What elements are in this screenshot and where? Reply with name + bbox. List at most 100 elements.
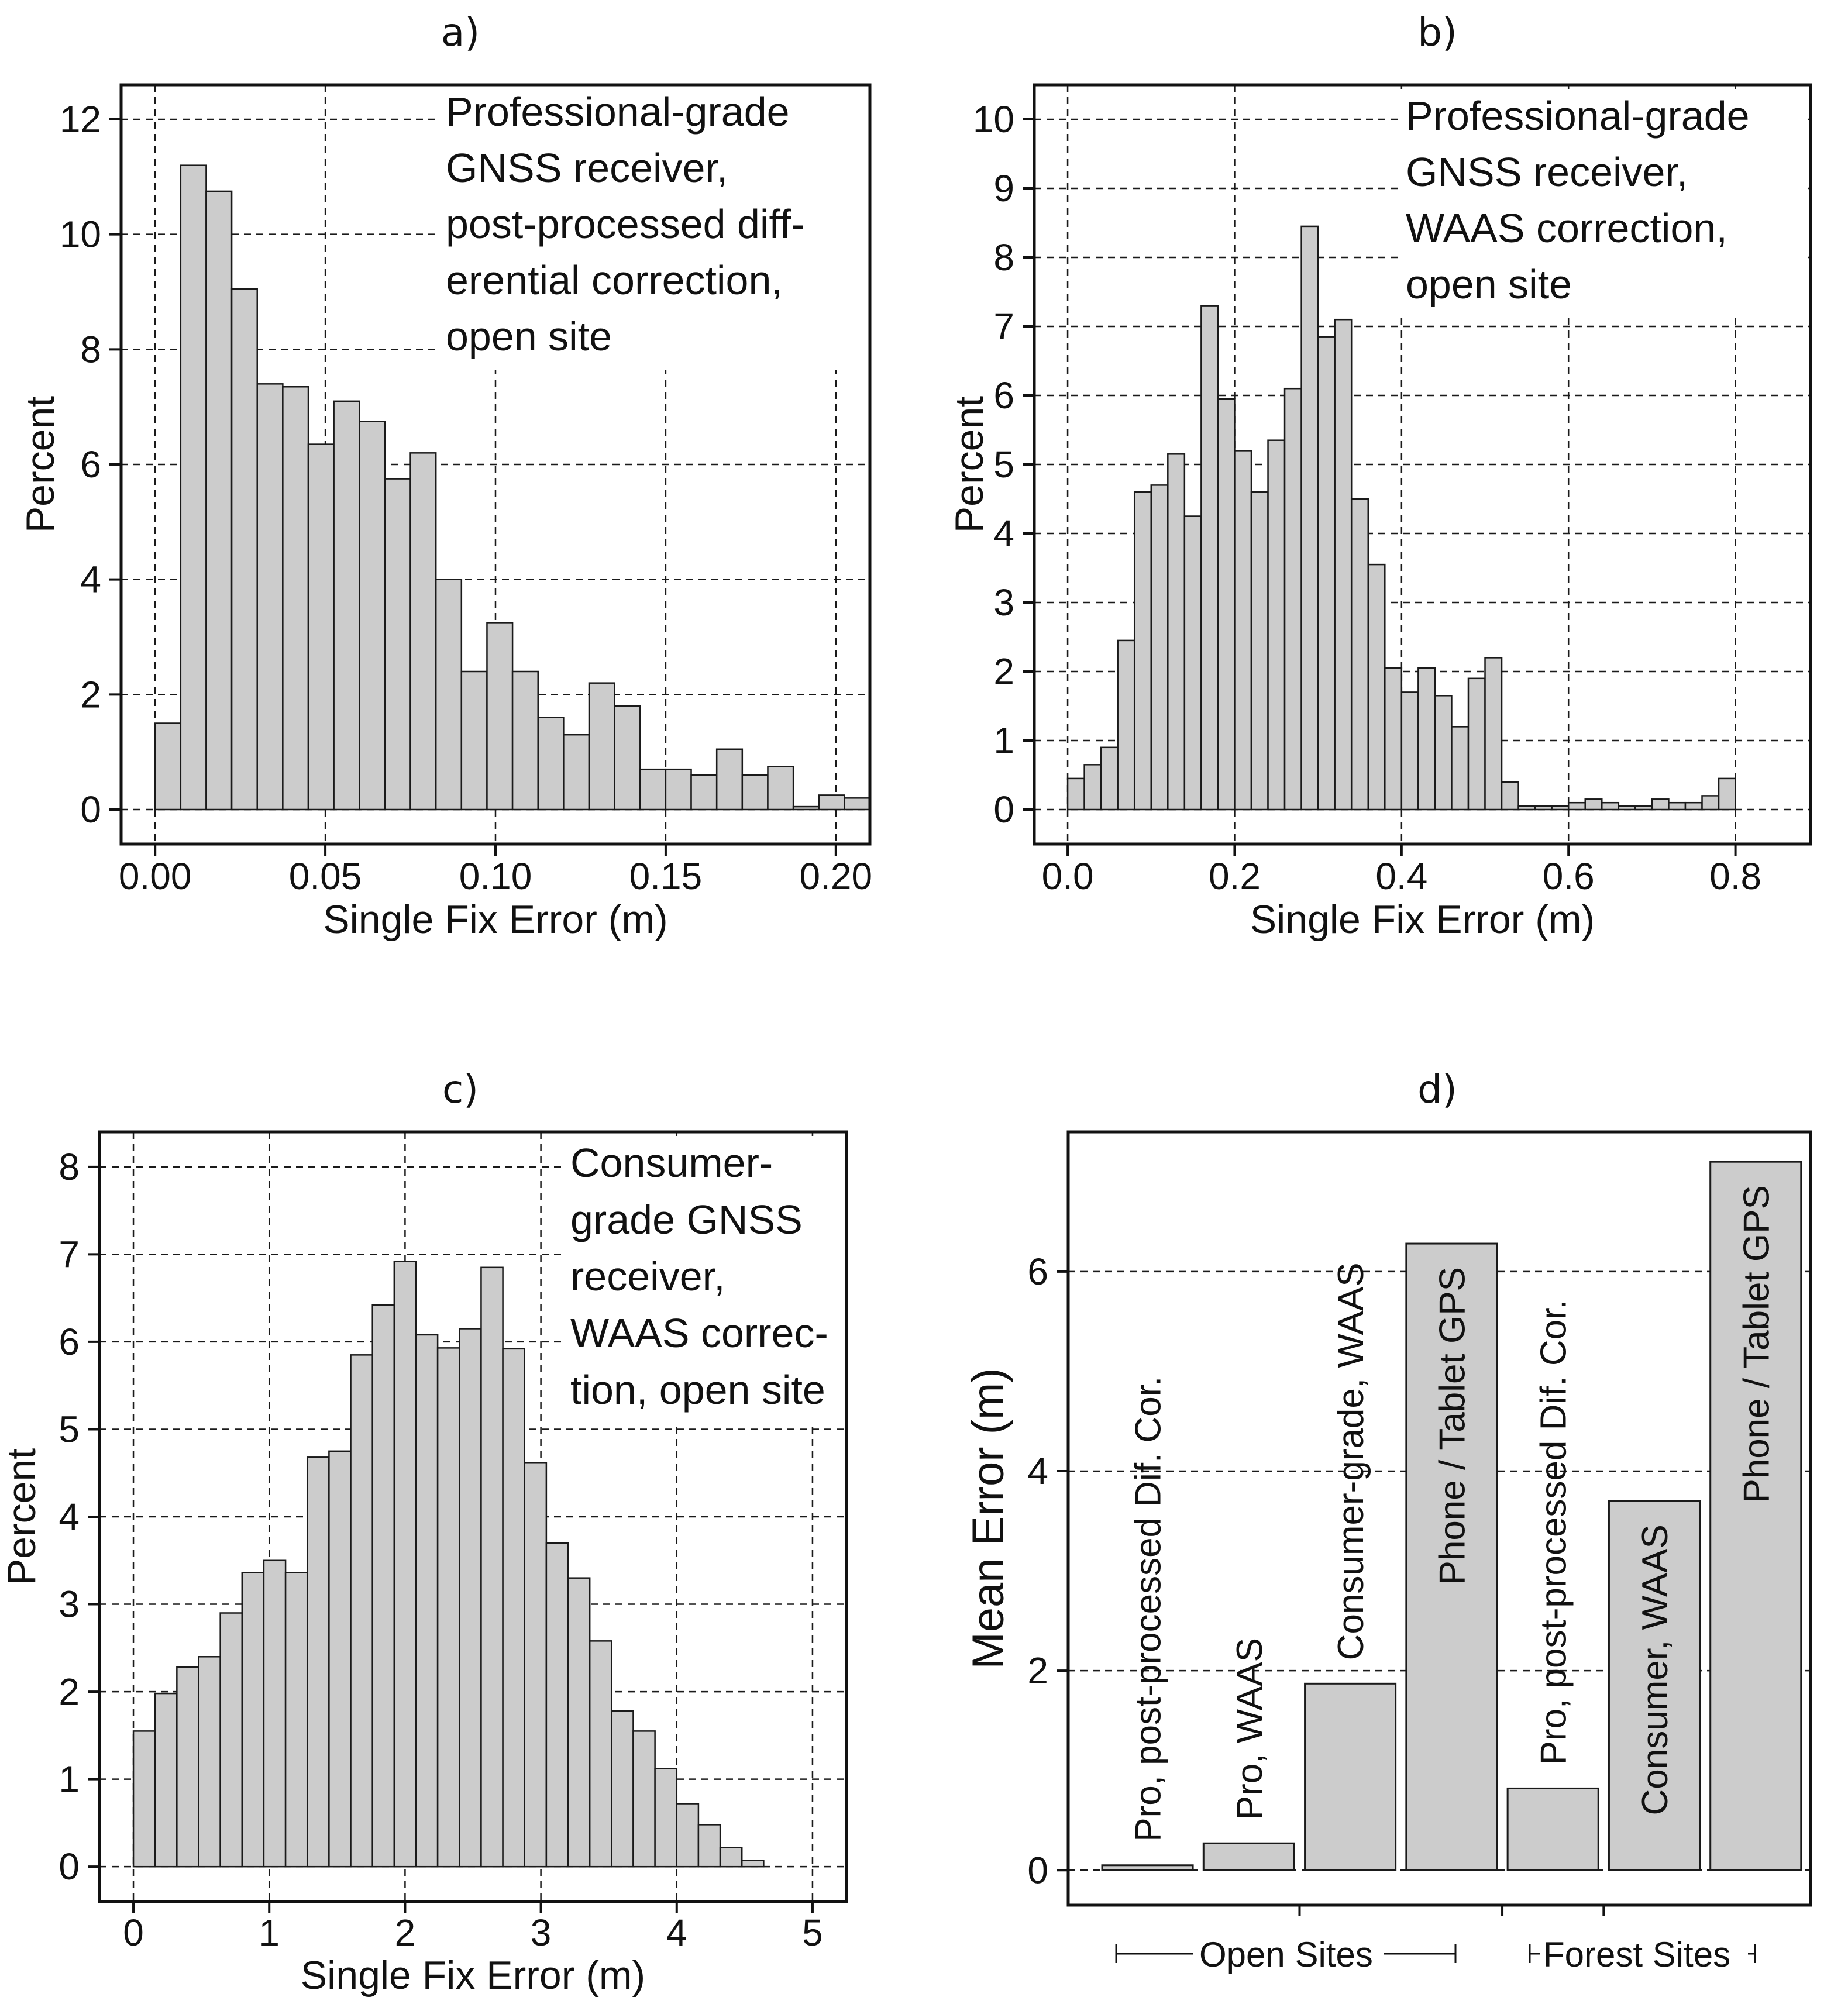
histogram-bar: [676, 1803, 700, 1868]
histogram-bar: [588, 682, 615, 811]
annotation-line: open site: [446, 314, 612, 359]
histogram-bar: [1451, 726, 1470, 811]
y-tick-label: 9: [993, 167, 1014, 209]
x-tick-label: 4: [666, 1912, 687, 1954]
histogram-bar: [741, 774, 769, 811]
histogram-bar: [1367, 563, 1386, 811]
histogram-bar: [589, 1640, 612, 1868]
y-tick-label: 10: [973, 98, 1014, 140]
y-tick-label: 2: [1027, 1650, 1048, 1692]
y-tick-label: 12: [60, 98, 101, 140]
y-tick-label: 0: [1027, 1849, 1048, 1891]
histogram-bar: [1584, 798, 1603, 811]
bar: [1405, 1242, 1498, 1871]
histogram-bar: [1718, 777, 1736, 811]
histogram-bar: [198, 1656, 221, 1868]
y-tick-label: 10: [60, 214, 101, 256]
histogram-bar: [1400, 691, 1419, 811]
histogram-bar: [480, 1266, 504, 1868]
histogram-bar: [818, 794, 845, 811]
y-tick-label: 4: [58, 1496, 80, 1538]
histogram-bar: [256, 383, 284, 811]
histogram-bar: [263, 1559, 287, 1868]
histogram-bar: [460, 670, 488, 811]
annotation-line: Professional-grade: [446, 89, 790, 135]
histogram-bar: [690, 774, 718, 811]
bar-category-label: Consumer, WAAS: [1635, 1524, 1675, 1815]
histogram-bar: [614, 705, 641, 811]
histogram-bar: [205, 190, 233, 811]
annotation-line: GNSS receiver,: [1406, 149, 1688, 195]
histogram-bar: [415, 1334, 439, 1868]
y-tick-label: 0: [993, 788, 1014, 831]
bar-category-label: Phone / Tablet GPS: [1432, 1267, 1472, 1585]
y-tick-label: 4: [80, 559, 101, 601]
panel-label: b): [1417, 10, 1457, 55]
y-axis-label: Mean Error (m): [963, 1368, 1013, 1669]
histogram-bar: [715, 748, 744, 811]
histogram-bar: [486, 622, 514, 811]
histogram-bar: [1534, 805, 1553, 811]
y-tick-label: 5: [58, 1408, 80, 1450]
histogram-bar: [1668, 801, 1687, 811]
bar: [1101, 1864, 1194, 1871]
bar: [1202, 1842, 1295, 1871]
x-tick-label: 5: [802, 1912, 823, 1954]
panel-c-histogram: c) Consumer-grade GNSS receiver, WAAS corre…: [0, 1067, 848, 1998]
x-tick-label: 0.15: [629, 855, 703, 897]
y-tick-label: 0: [58, 1845, 80, 1888]
bars: [1066, 225, 1736, 811]
histogram-bar: [502, 1348, 525, 1868]
histogram-bar: [611, 1710, 634, 1868]
histogram-bar: [282, 386, 309, 811]
bar: [1709, 1161, 1802, 1871]
histogram-bar: [371, 1304, 395, 1868]
y-axis-label: Percent: [0, 1448, 44, 1585]
bars: [1101, 1161, 1802, 1871]
y-tick-label: 7: [993, 305, 1014, 347]
histogram-bar: [154, 722, 182, 811]
x-tick-label: 0.05: [289, 855, 362, 897]
annotation-background: [438, 85, 868, 370]
histogram-bar: [219, 1612, 243, 1868]
histogram-bar: [1150, 484, 1169, 811]
bar: [1608, 1500, 1701, 1871]
histogram-bar: [350, 1354, 373, 1868]
histogram-bar: [132, 1730, 156, 1868]
y-tick-label: 2: [58, 1671, 80, 1713]
histogram-bar: [176, 1666, 199, 1868]
histogram-bar: [333, 400, 360, 811]
group-label-forest-sites: Forest Sites: [1543, 1935, 1730, 1974]
y-tick-label: 1: [993, 719, 1014, 762]
histogram-bar: [545, 1542, 569, 1868]
histogram-bar: [1234, 450, 1252, 811]
annotation: Professional-grade GNSS receiver, WAAS cor…: [1398, 89, 1808, 318]
histogram-bar: [154, 1692, 178, 1868]
annotation-line: WAAS correc-: [570, 1310, 828, 1356]
histogram-bar: [1300, 225, 1319, 811]
y-tick-label: 8: [80, 328, 101, 370]
y-tick-label: 5: [993, 443, 1014, 485]
y-tick-label: 6: [80, 443, 101, 485]
y-tick-label: 8: [993, 236, 1014, 278]
x-tick-label: 0.0: [1042, 855, 1094, 897]
bar: [1304, 1682, 1397, 1871]
histogram-bar: [1517, 805, 1536, 811]
x-tick-label: 0.00: [119, 855, 192, 897]
annotation-line: GNSS receiver,: [446, 145, 728, 191]
histogram-bar: [307, 443, 335, 811]
x-tick-label: 0: [123, 1912, 144, 1954]
panel-label: c): [442, 1067, 479, 1112]
y-tick-label: 6: [58, 1321, 80, 1363]
bar: [1506, 1787, 1599, 1871]
histogram-bar: [1217, 398, 1236, 811]
panel-label: d): [1417, 1067, 1457, 1112]
y-tick-label: 6: [1027, 1251, 1048, 1293]
y-tick-label: 1: [58, 1758, 80, 1800]
histogram-bar: [1167, 453, 1186, 811]
histogram-bar: [436, 1347, 460, 1868]
annotation-line: receiver,: [570, 1254, 725, 1299]
histogram-bar: [1317, 336, 1336, 811]
histogram-bar: [1601, 801, 1620, 811]
plot-frame: [1066, 1130, 1812, 1907]
